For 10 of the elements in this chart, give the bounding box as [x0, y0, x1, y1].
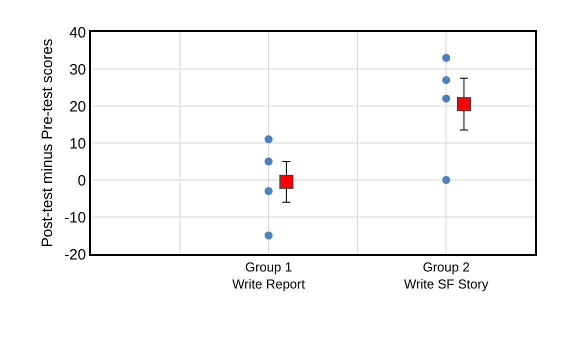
y-tick-label: 20 [69, 98, 86, 116]
y-tick-label: 10 [69, 135, 86, 152]
y-axis-title: Post-test minus Pre-test scores [39, 38, 56, 248]
y-tick-label: 0 [78, 172, 86, 190]
y-tick-label: -10 [64, 209, 86, 226]
x-tick-label: Group 2 Write SF Story [404, 260, 489, 292]
x-tick-label: Group 1 Write Report [232, 260, 306, 292]
y-tick-label: 40 [69, 24, 86, 42]
y-tick-label: -20 [64, 246, 86, 264]
y-tick-label: 30 [69, 61, 86, 78]
